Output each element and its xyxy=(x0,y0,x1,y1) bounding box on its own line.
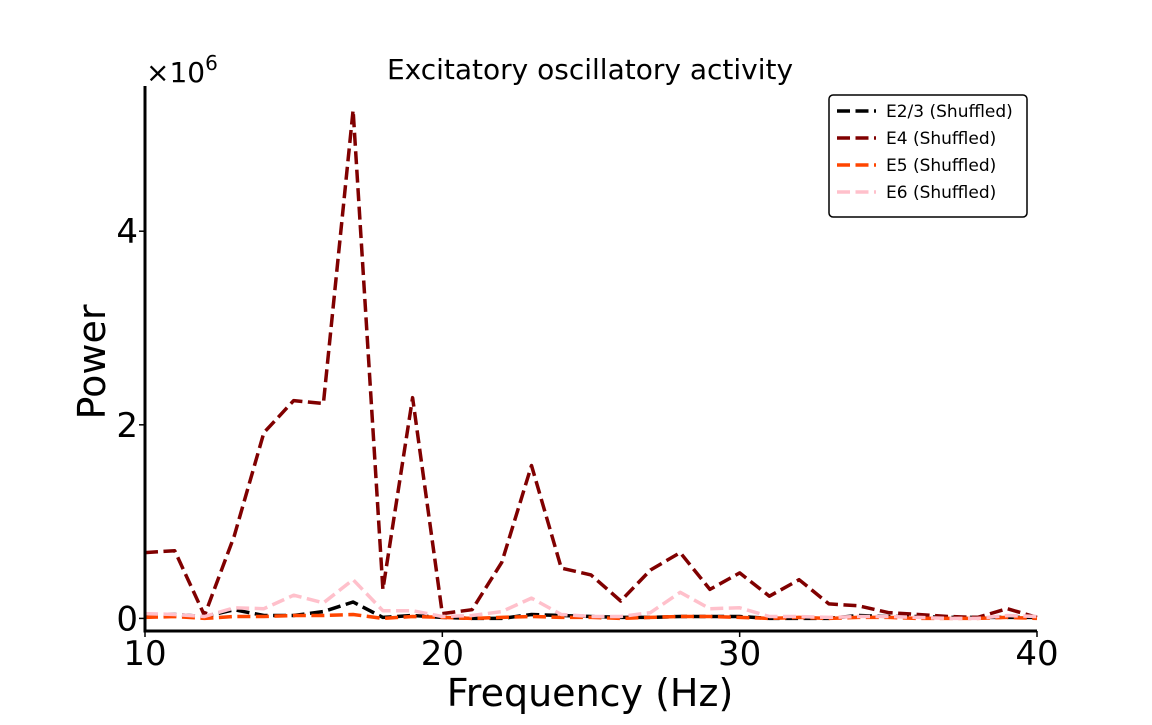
chart-title: Excitatory oscillatory activity xyxy=(387,53,793,86)
legend-label-4: E6 (Shuffled) xyxy=(886,183,996,203)
x-tick-label: 10 xyxy=(123,634,166,674)
y-tick-label: 0 xyxy=(116,599,138,639)
x-tick-label: 40 xyxy=(1015,634,1058,674)
series-line-4 xyxy=(144,577,1038,621)
legend-label-3: E5 (Shuffled) xyxy=(886,156,996,176)
series-line-2 xyxy=(144,108,1038,620)
axes xyxy=(143,86,1037,633)
plot-lines xyxy=(144,108,1038,621)
x-axis-label: Frequency (Hz) xyxy=(447,671,734,715)
x-tick-label: 30 xyxy=(718,634,761,674)
legend: E2/3 (Shuffled) E4 (Shuffled) E5 (Shuffled… xyxy=(828,94,1028,218)
y-offset-base: ×10 xyxy=(146,56,205,89)
legend-box xyxy=(828,94,1028,218)
y-axis-offset-label: ×106 xyxy=(146,51,218,89)
legend-label-2: E4 (Shuffled) xyxy=(886,129,996,149)
y-tick-label: 4 xyxy=(116,212,138,252)
legend-label-1: E2/3 (Shuffled) xyxy=(886,102,1013,122)
ticks: 10 20 30 40 0 2 4 xyxy=(116,212,1058,674)
x-tick-label: 20 xyxy=(421,634,464,674)
y-axis-label: Power xyxy=(70,304,114,419)
y-offset-exponent: 6 xyxy=(205,51,218,75)
y-tick-label: 2 xyxy=(116,406,138,446)
